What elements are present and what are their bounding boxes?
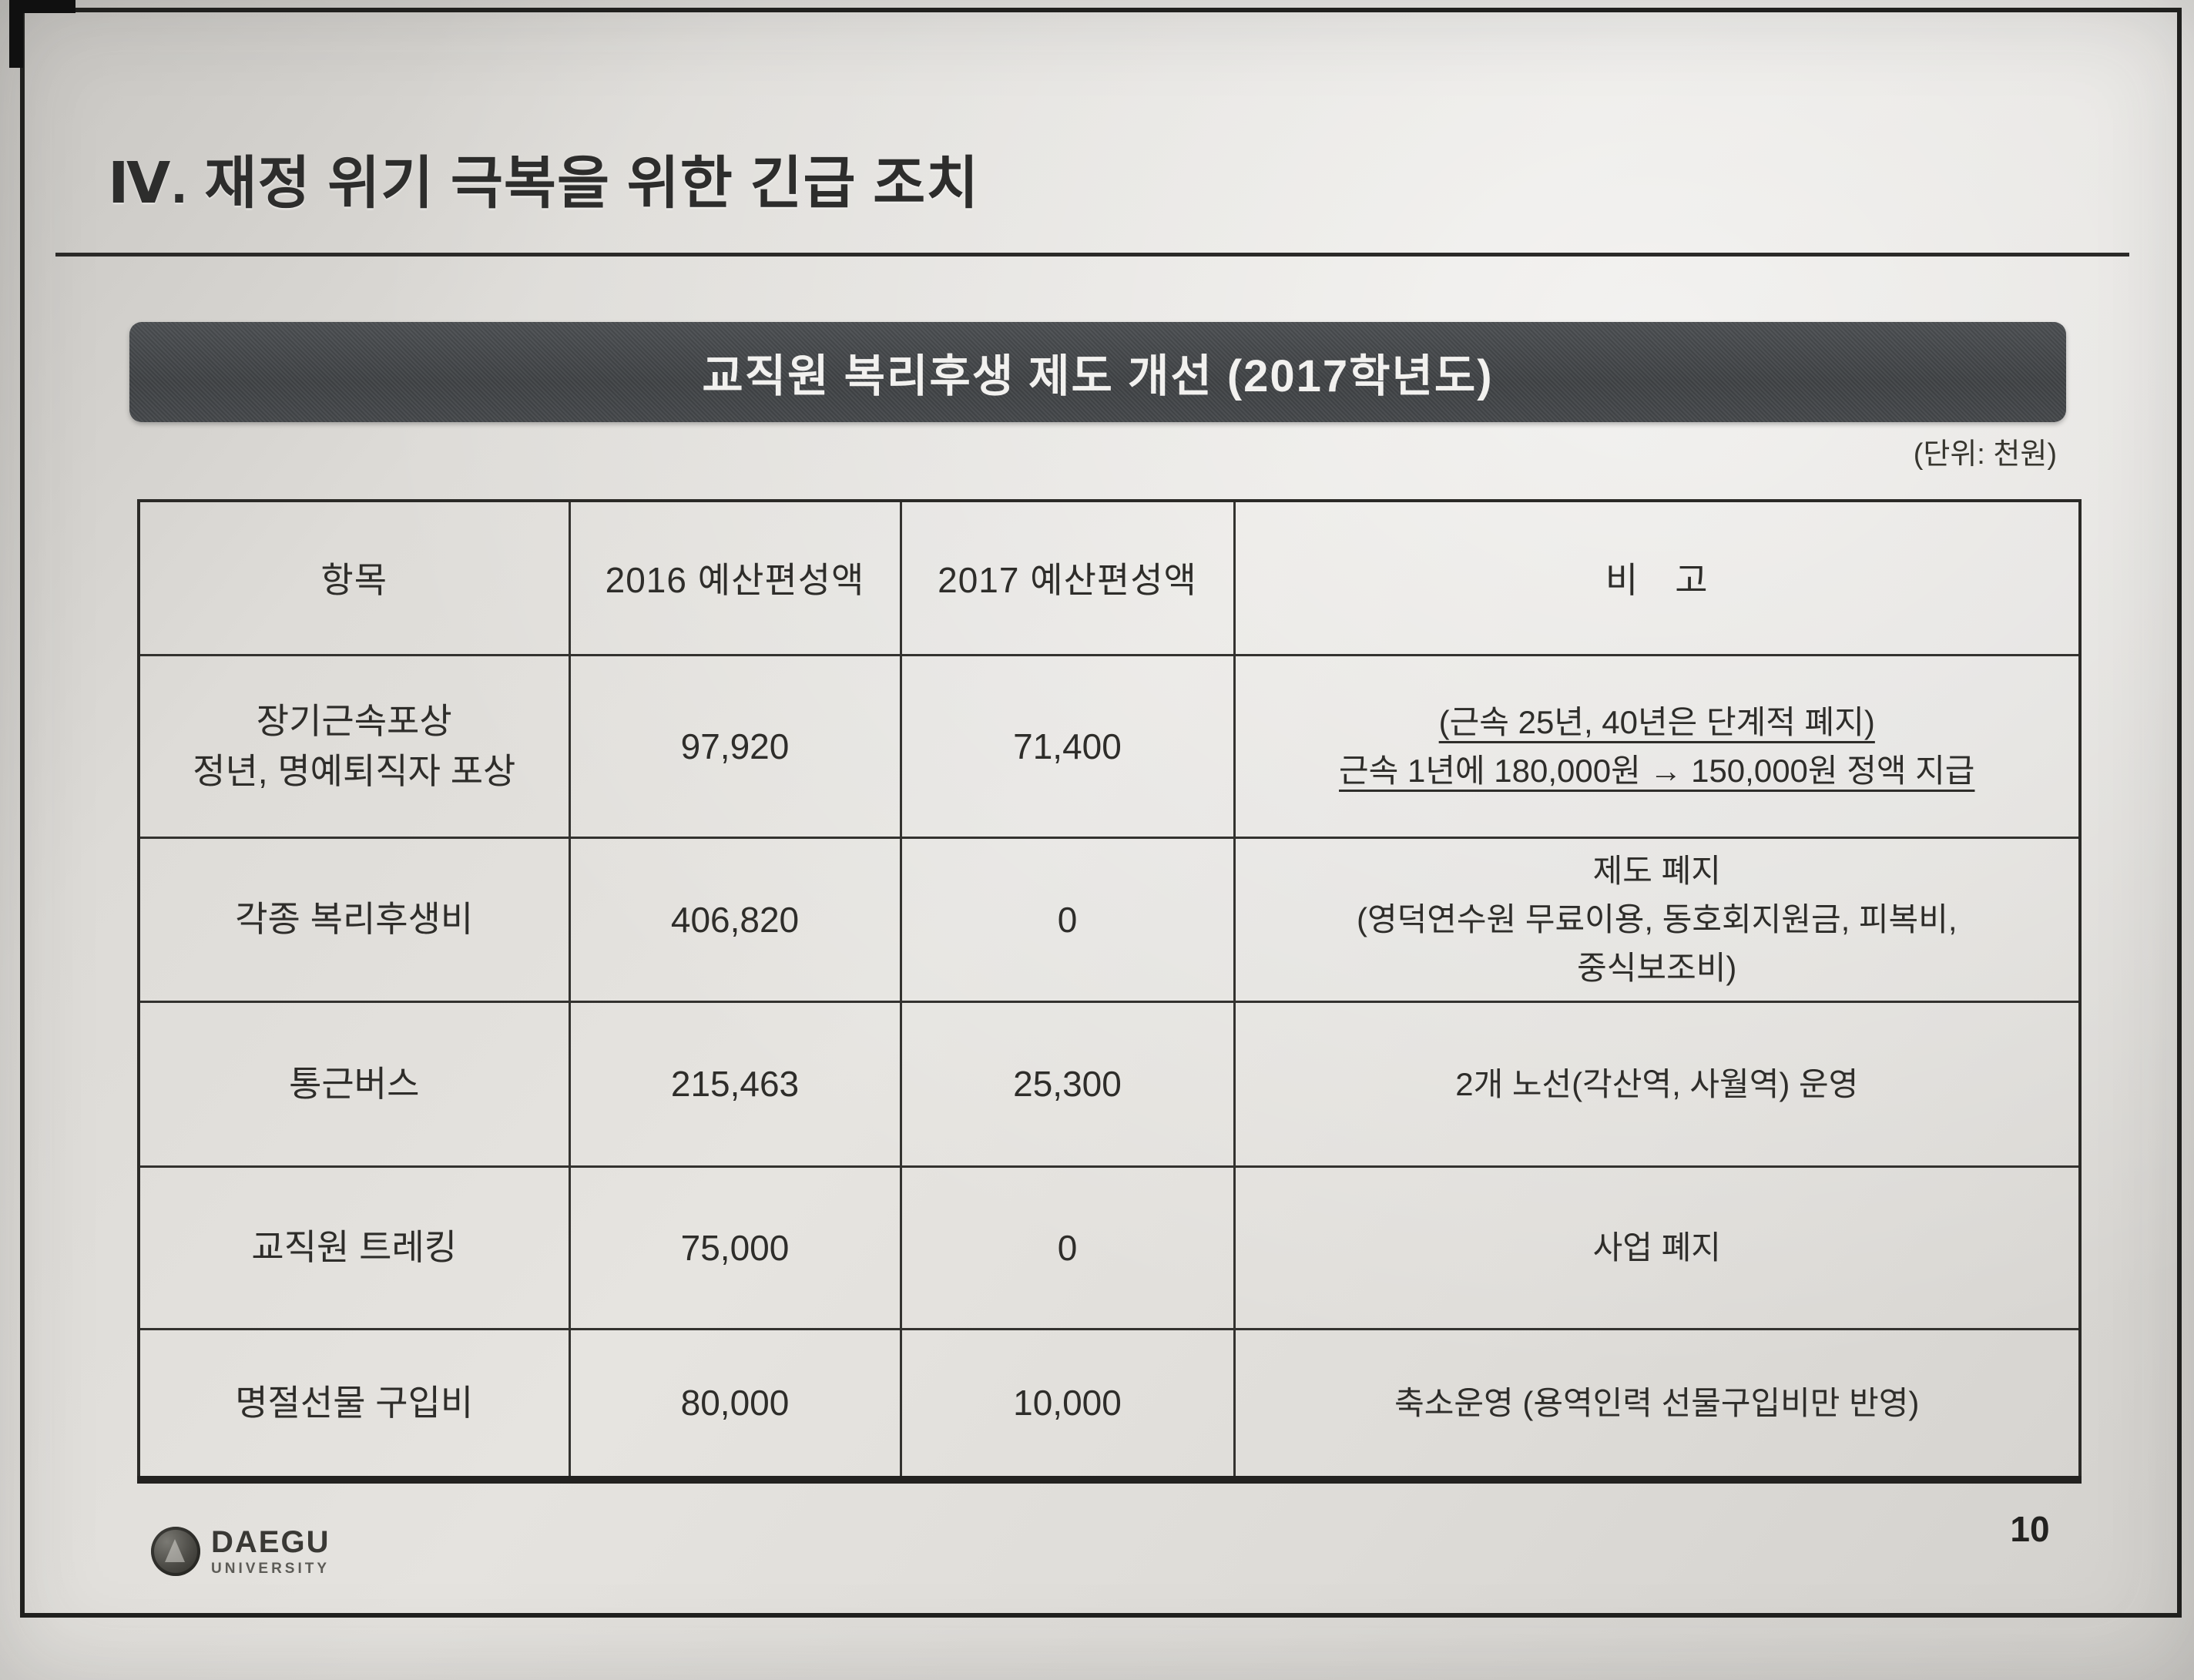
col-header-budget-2016: 2016 예산편성액 [568, 499, 902, 656]
col-header-budget-2017: 2017 예산편성액 [899, 499, 1236, 656]
remark-cell: 축소운영 (용역인력 선물구입비만 반영) [1233, 1327, 2082, 1484]
remark-cell: 사업 폐지 [1233, 1165, 2082, 1330]
table-row: 통근버스 215,463 25,300 2개 노선(각산역, 사월역) 운영 [137, 1000, 2082, 1168]
remark-cell: 제도 폐지 (영덕연수원 무료이용, 동호회지원금, 피복비, 중식보조비) [1233, 836, 2082, 1003]
slide-frame [20, 8, 2182, 1618]
budget-2017-cell: 10,000 [899, 1327, 1236, 1484]
page-number: 10 [2010, 1509, 2050, 1549]
university-emblem-icon [151, 1527, 200, 1576]
welfare-table: 항목 2016 예산편성액 2017 예산편성액 비 고 장기근속포상 정년, … [137, 499, 2082, 1484]
budget-2017-cell: 0 [899, 836, 1236, 1003]
budget-2017-cell: 71,400 [899, 653, 1236, 839]
logo-primary-text: DAEGU [211, 1525, 330, 1559]
remark-cell: (근속 25년, 40년은 단계적 폐지) 근속 1년에 180,000원 → … [1233, 653, 2082, 839]
table-row: 각종 복리후생비 406,820 0 제도 폐지 (영덕연수원 무료이용, 동호… [137, 836, 2082, 1003]
item-cell: 명절선물 구입비 [137, 1327, 571, 1484]
budget-2016-cell: 215,463 [568, 1000, 902, 1168]
item-cell: 교직원 트레킹 [137, 1165, 571, 1330]
col-header-remark: 비 고 [1233, 499, 2082, 656]
budget-2016-cell: 406,820 [568, 836, 902, 1003]
item-cell: 통근버스 [137, 1000, 571, 1168]
budget-2016-cell: 75,000 [568, 1165, 902, 1330]
remark-cell: 2개 노선(각산역, 사월역) 운영 [1233, 1000, 2082, 1168]
unit-note: (단위: 천원) [1913, 438, 2057, 471]
budget-2016-cell: 97,920 [568, 653, 902, 839]
budget-2017-cell: 25,300 [899, 1000, 1236, 1168]
banner-title: 교직원 복리후생 제도 개선 (2017학년도) [702, 351, 1494, 401]
banner: 교직원 복리후생 제도 개선 (2017학년도) [129, 322, 2066, 422]
item-cell: 각종 복리후생비 [137, 836, 571, 1003]
table-row: 명절선물 구입비 80,000 10,000 축소운영 (용역인력 선물구입비만… [137, 1327, 2082, 1484]
table-row: 장기근속포상 정년, 명예퇴직자 포상 97,920 71,400 (근속 25… [137, 653, 2082, 839]
title-divider [55, 253, 2129, 257]
section-title: Ⅳ. 재정 위기 극복을 위한 긴급 조치 [108, 151, 980, 215]
item-cell: 장기근속포상 정년, 명예퇴직자 포상 [137, 653, 571, 839]
col-header-item: 항목 [137, 499, 571, 656]
header-row: 항목 2016 예산편성액 2017 예산편성액 비 고 [137, 499, 2082, 656]
budget-2017-cell: 0 [899, 1165, 1236, 1330]
budget-2016-cell: 80,000 [568, 1327, 902, 1484]
university-logo: DAEGU UNIVERSITY [151, 1527, 330, 1576]
table-row: 교직원 트레킹 75,000 0 사업 폐지 [137, 1165, 2082, 1330]
logo-secondary-text: UNIVERSITY [211, 1561, 330, 1577]
